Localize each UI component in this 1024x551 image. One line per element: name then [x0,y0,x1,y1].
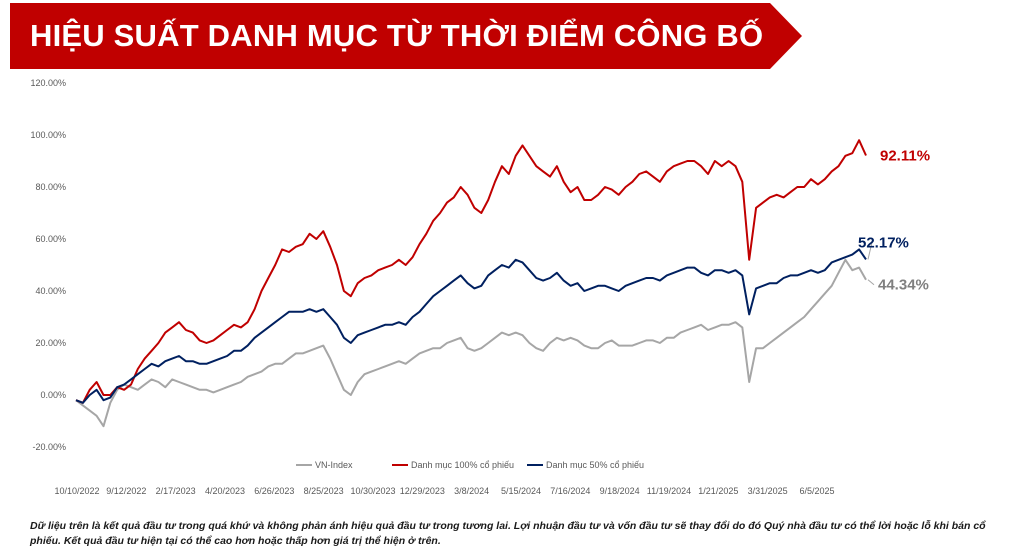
end-label-2: 52.17% [858,234,909,251]
end-labels: 44.34% 92.11% 52.17% [858,148,930,294]
series-line-1 [75,139,867,404]
series-layer [75,139,867,428]
x-tick-label: 8/25/2023 [304,486,344,496]
end-label-1: 92.11% [880,148,930,165]
y-tick-label: -20.00% [32,442,66,452]
x-tick-label: 4/20/2023 [205,486,245,496]
x-tick-label: 1/21/2025 [698,486,738,496]
x-tick-label: 10/30/2023 [350,486,395,496]
legend: VN-Index Danh mục 100% cổ phiếu Danh mục 5… [296,460,644,470]
x-tick-label: 9/18/2024 [600,486,640,496]
x-tick-label: 7/16/2024 [550,486,590,496]
x-tick-label: 6/26/2023 [254,486,294,496]
legend-label: Danh mục 100% cổ phiếu [411,460,514,470]
x-tick-label: 3/8/2024 [454,486,489,496]
title-banner [10,3,802,69]
y-tick-label: 0.00% [40,390,66,400]
end-label-0: 44.34% [878,277,929,294]
x-tick-label: 12/29/2023 [400,486,445,496]
y-tick-label: 100.00% [30,130,66,140]
y-axis: -20.00% 0.00% 20.00% 40.00% 60.00% 80.00% 100.… [30,78,66,452]
page-title: HIỆU SUẤT DANH MỤC TỪ THỜI ĐIỂM CÔNG BỐ [30,18,764,53]
y-tick-label: 20.00% [35,338,66,348]
x-tick-label: 6/5/2025 [799,486,834,496]
y-tick-label: 120.00% [30,78,66,88]
series-line-0 [75,258,867,428]
disclaimer-text: Dữ liệu trên là kết quả đầu tư trong quá… [30,520,986,547]
legend-label: Danh mục 50% cổ phiếu [546,460,644,470]
x-tick-label: 5/15/2024 [501,486,541,496]
y-tick-label: 80.00% [35,182,66,192]
end-label-leader [867,279,875,286]
x-tick-label: 2/17/2023 [156,486,196,496]
x-tick-label: 3/31/2025 [748,486,788,496]
end-label-leader [867,242,873,260]
banner-shape [10,3,802,69]
x-axis: 10/10/2022 9/12/2022 2/17/2023 4/20/2023 6/2… [54,486,834,496]
y-tick-label: 40.00% [35,286,66,296]
series-line-2 [75,248,867,404]
legend-label: VN-Index [315,460,353,470]
x-tick-label: 9/12/2022 [106,486,146,496]
x-tick-label: 11/19/2024 [647,486,691,496]
line-chart: -20.00% 0.00% 20.00% 40.00% 60.00% 80.00% 100.… [30,78,930,496]
y-tick-label: 60.00% [35,234,66,244]
x-tick-label: 10/10/2022 [54,486,99,496]
